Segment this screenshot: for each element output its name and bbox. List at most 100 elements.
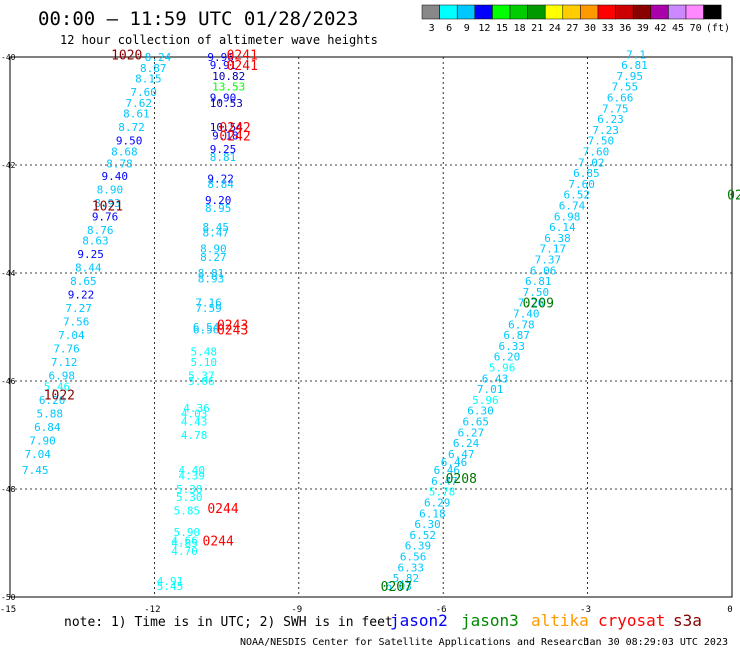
swh-value: 7.26 [518,297,545,310]
swh-value: 5.88 [36,407,63,420]
color-bin-label: 42 [654,23,666,34]
swh-value: 9.40 [101,170,128,183]
pass-time-label: 0243 [217,324,248,339]
swh-value: 7.60 [583,146,610,159]
swh-value: 7.17 [539,243,566,256]
swh-value: 7.56 [63,316,90,329]
color-bin-label: 45 [672,23,684,34]
swh-value: 7.01 [477,383,504,396]
swh-value: 6.65 [462,416,489,429]
map-frame [9,56,733,598]
color-bin [527,4,546,20]
swh-value: 9.22 [207,173,234,186]
swh-value: 6.14 [549,221,576,234]
swh-value: 8.44 [75,262,102,275]
swh-value: 7.04 [24,448,51,461]
pass-time-label: 0244 [203,534,234,549]
pass-time-label: 0242 [219,121,250,136]
swh-value: 10.82 [212,70,245,83]
footer-timestamp: Jan 30 08:29:03 UTC 2023 [584,637,729,648]
color-bin [668,4,687,20]
swh-value: 6.33 [499,340,526,353]
swh-value: 6.54 [193,321,220,334]
color-bin-label: 70 [690,23,702,34]
mission-legend-s3a: s3a [673,611,702,630]
swh-value: 8.68 [111,146,138,159]
swh-value: 10.53 [210,97,243,110]
chart-title: 00:00 – 11:59 UTC 01/28/2023 [38,8,359,30]
color-bin-label: 3 [429,23,435,34]
swh-value: 8.65 [70,275,97,288]
lon-tick-label: -6 [436,605,447,615]
color-bin [632,4,652,20]
swh-value: 9.25 [210,143,237,156]
swh-value: 8.47 [203,227,230,240]
swh-value: 6.66 [607,92,634,105]
swh-value: 5.10 [191,356,218,369]
swh-value: 4.40 [178,464,205,477]
pass-time-label: 1021 [92,200,123,215]
swh-value: 8.81 [210,151,237,164]
swh-value: 5.38 [176,483,203,496]
swh-value: 6.47 [431,475,458,488]
swh-value: 8.72 [118,121,145,134]
swh-value: 8.93 [94,197,121,210]
swh-value: 4.43 [181,416,208,429]
swh-value: 8.63 [82,235,109,248]
swh-value: 8.45 [203,221,230,234]
color-bin [597,4,616,20]
swh-value: 7.76 [53,343,80,356]
swh-value: 6.03 [385,580,412,593]
swh-value: 6.33 [397,561,424,574]
pass-time-label: 0244 [207,502,238,517]
pass-time-label: 1022 [44,389,75,404]
mission-legend-jason3: jason3 [461,611,519,630]
swh-value: 7.55 [612,81,639,94]
swh-value: 7.50 [588,135,615,148]
pass-time-label: 0243 [217,318,248,333]
swh-value: 9.90 [210,92,237,105]
swh-value: 5.46 [44,380,70,393]
swh-value: 7.40 [513,308,540,321]
color-bin [456,4,476,20]
color-bin-label: 36 [619,23,631,34]
swh-value: 6.46 [441,456,468,469]
swh-value: 8.24 [145,51,172,64]
swh-value: 8.84 [207,178,234,191]
swh-value: 6.85 [573,167,600,180]
swh-value: 6.30 [414,518,441,531]
swh-value: 8.93 [198,272,225,285]
pass-time-label: 0242 [219,129,250,144]
swh-value: 6.29 [424,497,451,510]
pass-time-label: 0241 [227,59,258,74]
color-bin-label: 15 [496,23,508,34]
swh-value: 7.37 [535,254,562,267]
swh-value: 5.85 [174,505,201,518]
footer-credit: NOAA/NESDIS Center for Satellite Applica… [240,637,589,648]
swh-value: 8.27 [200,251,227,264]
swh-value: 9.18 [212,129,239,142]
swh-value: 9.91 [210,59,237,72]
swh-value: 6.06 [530,264,557,277]
swh-value: 5.48 [191,345,218,358]
color-bin-label: 24 [549,23,561,34]
lon-tick-label: -3 [580,605,591,615]
swh-value: 7.62 [126,97,152,110]
swh-value: 8.95 [205,202,232,215]
map-gridlines [10,57,732,597]
color-bin [421,4,440,20]
lat-tick-label: -46 [1,377,16,386]
color-bin-label: 12 [478,23,490,34]
swh-value: 7.12 [51,356,77,369]
swh-value: 6.78 [508,318,535,331]
swh-value: 5.06 [188,375,215,388]
swh-value: 4.03 [181,407,208,420]
swh-value: 9.25 [77,248,104,261]
swh-value: 7.59 [195,302,222,315]
swh-value: 8.61 [123,108,150,121]
swh-value: 5.37 [188,370,215,383]
map-tick-labels: -15 -12 -9 -6 -3 0 -40 -42 -44 -46 -48 -50 [0,53,733,615]
swh-value: 6.56 [193,324,220,337]
swh-value: 5.82 [393,572,420,585]
